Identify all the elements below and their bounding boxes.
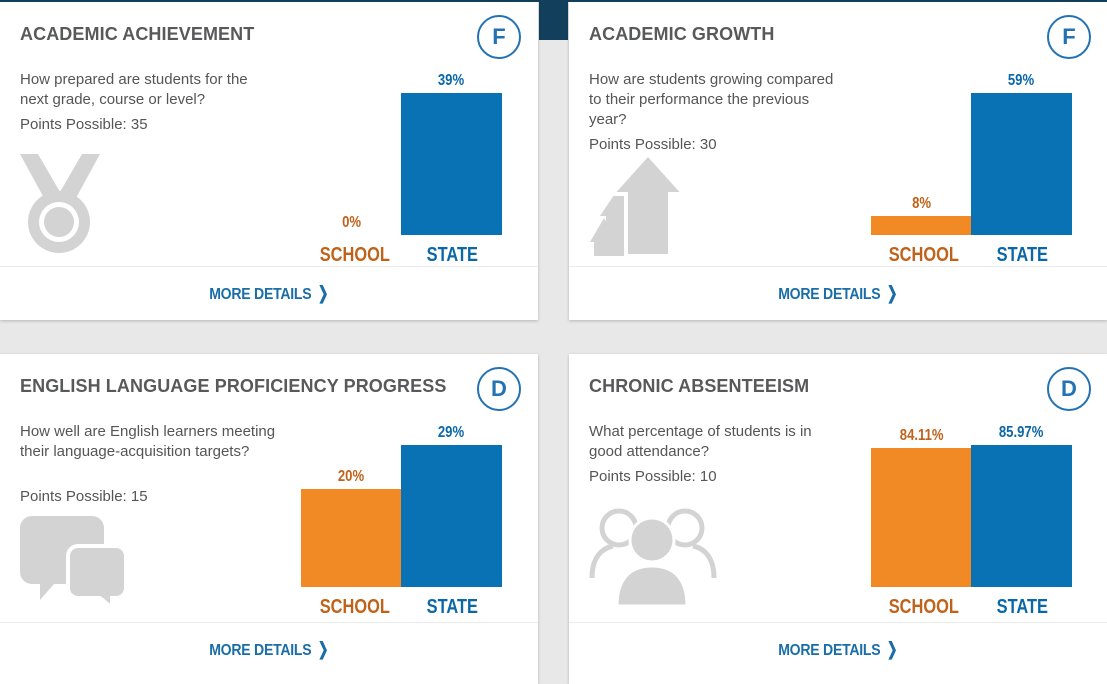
card-title: CHRONIC ABSENTEEISM [589, 376, 810, 396]
speech-bubbles-icon [20, 516, 126, 608]
state-axis-label: STATE [996, 244, 1049, 266]
school-value-label: 20% [338, 468, 365, 486]
state-bar [971, 445, 1072, 587]
card-question: What percentage of students is in good a… [589, 423, 812, 460]
chevron-right-icon: ❯ [317, 283, 329, 303]
school-axis-label: SCHOOL [888, 596, 959, 618]
chevron-right-icon: ❯ [886, 639, 898, 659]
school-value-label: 8% [912, 194, 931, 212]
state-axis-label: STATE [426, 244, 479, 266]
grade-badge: F [477, 15, 521, 59]
medal-icon [20, 154, 100, 253]
points-possible: Points Possible: 35 [20, 116, 148, 133]
top-nav-tab [539, 0, 568, 40]
chevron-right-icon: ❯ [886, 283, 898, 303]
state-value-label: 39% [438, 72, 465, 89]
state-axis-label: STATE [426, 596, 479, 618]
card-title: ACADEMIC GROWTH [589, 24, 775, 44]
state-axis-label: STATE [996, 596, 1049, 618]
card-title: ACADEMIC ACHIEVEMENT [20, 24, 255, 44]
points-possible: Points Possible: 30 [589, 136, 717, 153]
school-bar [301, 489, 402, 587]
school-value-label: 84.11% [899, 427, 944, 445]
card-question: How prepared are students for the next g… [20, 71, 248, 108]
grade-badge: D [477, 367, 521, 411]
card-footer: MORE DETAILS ❯ [0, 266, 538, 320]
school-bar [871, 448, 972, 587]
card-footer: MORE DETAILS ❯ [569, 266, 1107, 320]
card-question: How are students growing compared to the… [589, 71, 834, 128]
state-value-label: 85.97% [999, 424, 1044, 441]
points-possible: Points Possible: 10 [589, 468, 717, 485]
english-language-proficiency-card: ENGLISH LANGUAGE PROFICIENCY PROGRESS D … [0, 354, 538, 684]
more-details-link[interactable]: MORE DETAILS ❯ [209, 623, 329, 677]
card-footer: MORE DETAILS ❯ [569, 622, 1107, 676]
school-value-label: 0% [342, 214, 361, 231]
school-axis-label: SCHOOL [319, 244, 390, 266]
chevron-right-icon: ❯ [317, 639, 329, 659]
chronic-absenteeism-card: CHRONIC ABSENTEEISM D What percentage of… [569, 354, 1107, 684]
academic-growth-card: ACADEMIC GROWTH F How are students growi… [569, 2, 1107, 320]
grade-badge: F [1047, 15, 1091, 59]
state-bar [401, 93, 502, 235]
academic-achievement-card: ACADEMIC ACHIEVEMENT F How prepared are … [0, 2, 538, 320]
state-value-label: 59% [1008, 72, 1035, 89]
card-question: How well are English learners meeting th… [20, 423, 276, 460]
more-details-link[interactable]: MORE DETAILS ❯ [209, 267, 329, 321]
growth-arrows-icon [590, 154, 686, 256]
state-value-label: 29% [438, 424, 465, 441]
more-details-link[interactable]: MORE DETAILS ❯ [778, 623, 898, 677]
points-possible: Points Possible: 15 [20, 488, 148, 505]
school-bar [871, 215, 972, 235]
card-footer: MORE DETAILS ❯ [0, 622, 538, 676]
card-title: ENGLISH LANGUAGE PROFICIENCY PROGRESS [20, 376, 447, 396]
more-details-link[interactable]: MORE DETAILS ❯ [778, 267, 898, 321]
state-bar [401, 445, 502, 587]
grade-badge: D [1047, 367, 1091, 411]
school-axis-label: SCHOOL [319, 596, 390, 618]
school-axis-label: SCHOOL [888, 244, 959, 266]
people-group-icon [589, 508, 717, 608]
state-bar [971, 93, 1072, 235]
